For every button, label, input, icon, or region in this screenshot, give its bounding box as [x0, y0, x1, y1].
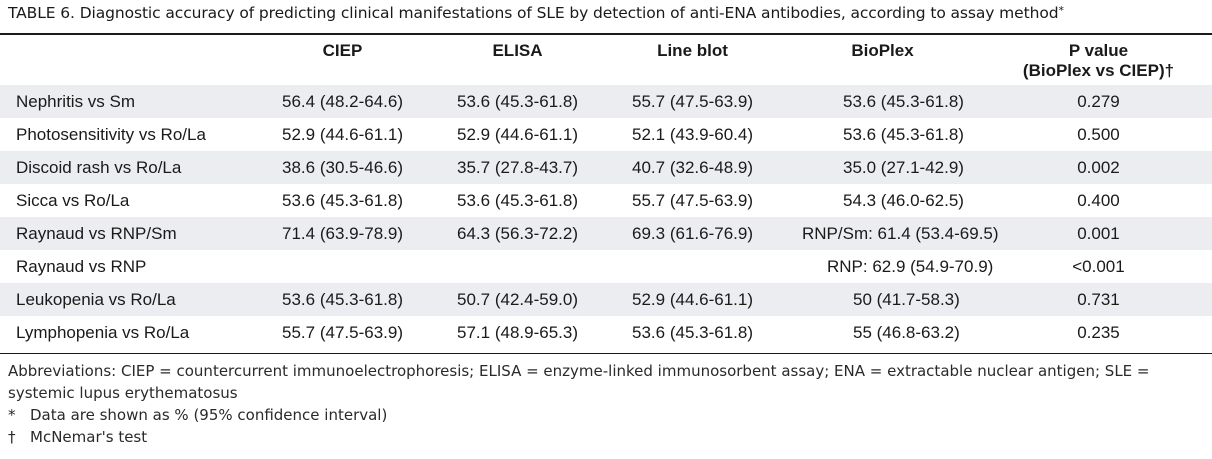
footnote-data-note-text: Data are shown as % (95% confidence inte… — [30, 406, 388, 424]
diagnostic-accuracy-table: CIEP ELISA Line blot BioPlex P value (Bi… — [0, 35, 1212, 349]
header-p-value-line1: P value — [1068, 41, 1129, 60]
table-caption: TABLE 6. Diagnostic accuracy of predicti… — [8, 4, 1064, 22]
header-ciep: CIEP — [322, 41, 363, 60]
cell-ciep: 53.6 (45.3-61.8) — [255, 283, 430, 316]
table-row: Lymphopenia vs Ro/La 55.7 (47.5-63.9) 57… — [0, 316, 1212, 349]
row-label: Leukopenia vs Ro/La — [0, 283, 255, 316]
cell-p-value: 0.002 — [985, 151, 1212, 184]
table-bottom-rule — [0, 353, 1212, 354]
cell-bioplex: RNP: 62.9 (54.9-70.9) — [827, 256, 994, 276]
table-row: Sicca vs Ro/La 53.6 (45.3-61.8) 53.6 (45… — [0, 184, 1212, 217]
header-p-value-line2: (BioPlex vs CIEP)† — [1022, 61, 1175, 80]
header-elisa: ELISA — [492, 41, 543, 60]
table-row: Photosensitivity vs Ro/La 52.9 (44.6-61.… — [0, 118, 1212, 151]
footnote-asterisk-symbol: * — [8, 406, 16, 424]
cell-ciep: 56.4 (48.2-64.6) — [255, 85, 430, 118]
cell-ciep: 55.7 (47.5-63.9) — [282, 322, 403, 342]
footnote-data-note: * Data are shown as % (95% confidence int… — [8, 404, 1204, 426]
cell-p-value: 0.001 — [985, 217, 1212, 250]
cell-p-value: 0.279 — [985, 85, 1212, 118]
cell-p-value: 0.235 — [1077, 322, 1120, 342]
cell-line-blot: 55.7 (47.5-63.9) — [632, 190, 753, 210]
cell-elisa — [430, 250, 605, 283]
header-bioplex: BioPlex — [851, 41, 914, 60]
table-header-row: CIEP ELISA Line blot BioPlex P value (Bi… — [0, 35, 1212, 85]
cell-ciep — [255, 250, 430, 283]
cell-bioplex: 53.6 (45.3-61.8) — [780, 85, 985, 118]
cell-elisa: 50.7 (42.4-59.0) — [430, 283, 605, 316]
cell-line-blot: 69.3 (61.6-76.9) — [605, 217, 780, 250]
footnote-abbreviations-line1: Abbreviations: CIEP = countercurrent imm… — [8, 362, 1150, 380]
table-row: Raynaud vs RNP/Sm 71.4 (63.9-78.9) 64.3 … — [0, 217, 1212, 250]
table-caption-label: TABLE 6. — [8, 4, 75, 22]
table-top-rule — [0, 33, 1212, 35]
cell-line-blot: 52.1 (43.9-60.4) — [632, 124, 753, 144]
cell-bioplex: 55 (46.8-63.2) — [853, 322, 960, 342]
cell-p-value: <0.001 — [1072, 256, 1125, 276]
table-row: Leukopenia vs Ro/La 53.6 (45.3-61.8) 50.… — [0, 283, 1212, 316]
cell-bioplex: 35.0 (27.1-42.9) — [780, 151, 985, 184]
cell-elisa: 57.1 (48.9-65.3) — [457, 322, 578, 342]
table-caption-text: Diagnostic accuracy of predicting clinic… — [79, 4, 1059, 22]
row-label: Discoid rash vs Ro/La — [0, 151, 255, 184]
row-label: Photosensitivity vs Ro/La — [16, 124, 206, 144]
cell-elisa: 35.7 (27.8-43.7) — [430, 151, 605, 184]
table-caption-mark: * — [1058, 4, 1064, 17]
header-line-blot: Line blot — [657, 41, 728, 60]
cell-elisa: 52.9 (44.6-61.1) — [457, 124, 578, 144]
cell-elisa: 53.6 (45.3-61.8) — [430, 85, 605, 118]
table-row: Nephritis vs Sm 56.4 (48.2-64.6) 53.6 (4… — [0, 85, 1212, 118]
cell-line-blot: 53.6 (45.3-61.8) — [632, 322, 753, 342]
cell-bioplex: 54.3 (46.0-62.5) — [843, 190, 964, 210]
row-label: Nephritis vs Sm — [0, 85, 255, 118]
cell-elisa: 64.3 (56.3-72.2) — [430, 217, 605, 250]
table-row: Raynaud vs RNP RNP: 62.9 (54.9-70.9) <0.… — [0, 250, 1212, 283]
cell-ciep: 52.9 (44.6-61.1) — [282, 124, 403, 144]
cell-line-blot: 55.7 (47.5-63.9) — [605, 85, 780, 118]
cell-bioplex: 50 (41.7-58.3) — [780, 283, 985, 316]
cell-bioplex: RNP/Sm: 61.4 (53.4-69.5) — [780, 217, 999, 250]
table-row: Discoid rash vs Ro/La 38.6 (30.5-46.6) 3… — [0, 151, 1212, 184]
cell-line-blot: 40.7 (32.6-48.9) — [605, 151, 780, 184]
footnote-abbreviations-line2: systemic lupus erythematosus — [8, 384, 238, 402]
table-footnotes: Abbreviations: CIEP = countercurrent imm… — [8, 360, 1204, 448]
footnote-dagger-symbol: † — [8, 428, 16, 446]
row-label: Sicca vs Ro/La — [16, 190, 130, 210]
footnote-test-note: † McNemar's test — [8, 426, 1204, 448]
header-p-value: P value (BioPlex vs CIEP)† — [985, 35, 1212, 85]
cell-line-blot — [605, 250, 780, 283]
footnote-test-note-text: McNemar's test — [30, 428, 148, 446]
cell-p-value: 0.731 — [985, 283, 1212, 316]
row-label: Raynaud vs RNP — [16, 256, 147, 276]
cell-ciep: 53.6 (45.3-61.8) — [282, 190, 403, 210]
cell-bioplex: 53.6 (45.3-61.8) — [843, 124, 964, 144]
row-label: Raynaud vs RNP/Sm — [0, 217, 255, 250]
cell-p-value: 0.500 — [1077, 124, 1120, 144]
cell-p-value: 0.400 — [1077, 190, 1120, 210]
header-row-label — [0, 35, 255, 85]
cell-line-blot: 52.9 (44.6-61.1) — [605, 283, 780, 316]
cell-ciep: 38.6 (30.5-46.6) — [255, 151, 430, 184]
row-label: Lymphopenia vs Ro/La — [16, 322, 190, 342]
cell-elisa: 53.6 (45.3-61.8) — [457, 190, 578, 210]
cell-ciep: 71.4 (63.9-78.9) — [255, 217, 430, 250]
